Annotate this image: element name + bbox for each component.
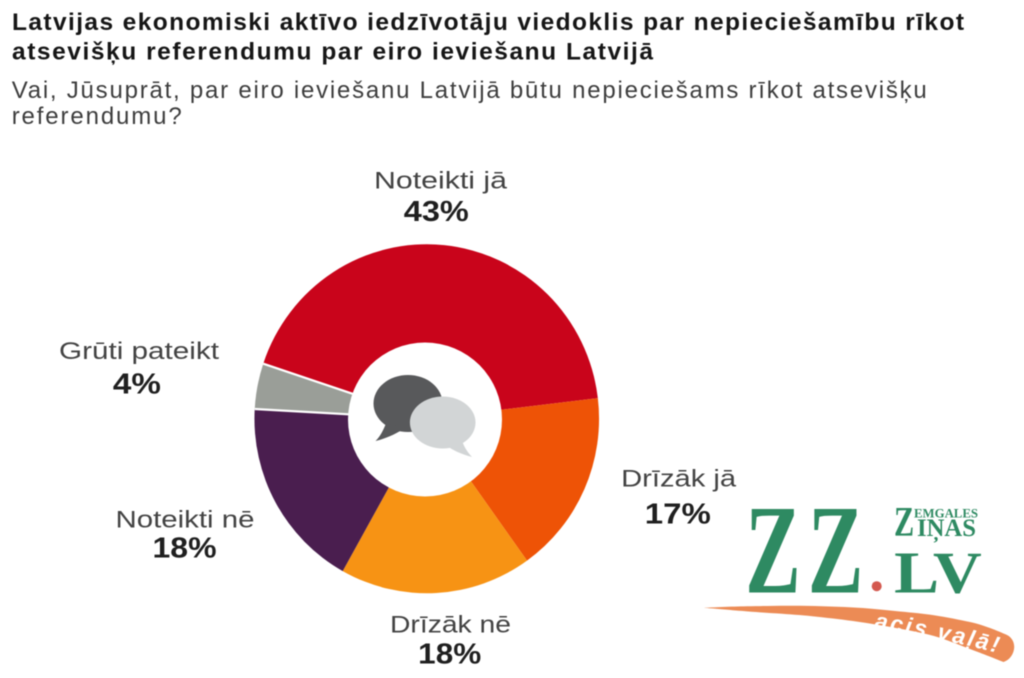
svg-text:Noteikti jā: Noteikti jā bbox=[374, 167, 507, 194]
svg-text:43%: 43% bbox=[404, 196, 469, 228]
svg-text:18%: 18% bbox=[418, 638, 481, 670]
svg-text:atsevišķu referendumu par eiro: atsevišķu referendumu par eiro ieviešanu… bbox=[12, 38, 653, 65]
svg-text:Z: Z bbox=[808, 480, 863, 621]
svg-text:4%: 4% bbox=[113, 368, 161, 400]
svg-text:EMGALES: EMGALES bbox=[914, 505, 978, 520]
svg-text:Vai, Jūsuprāt, par eiro ievieš: Vai, Jūsuprāt, par eiro ieviešanu Latvij… bbox=[12, 77, 927, 104]
svg-text:referendumu?: referendumu? bbox=[12, 103, 182, 130]
svg-text:Z: Z bbox=[894, 498, 914, 545]
svg-text:Latvijas ekonomiski aktīvo ied: Latvijas ekonomiski aktīvo iedzīvotāju v… bbox=[12, 9, 964, 36]
svg-text:Grūti pateikt: Grūti pateikt bbox=[59, 338, 219, 365]
svg-text:Drīzāk jā: Drīzāk jā bbox=[621, 466, 736, 493]
svg-text:Drīzāk nē: Drīzāk nē bbox=[390, 612, 511, 639]
svg-text:Noteikti nē: Noteikti nē bbox=[116, 507, 255, 534]
svg-text:IŅAS: IŅAS bbox=[917, 515, 976, 543]
svg-text:18%: 18% bbox=[153, 532, 217, 564]
svg-text:LV: LV bbox=[894, 539, 982, 605]
svg-text:17%: 17% bbox=[645, 499, 711, 531]
svg-text:Z: Z bbox=[745, 480, 800, 621]
